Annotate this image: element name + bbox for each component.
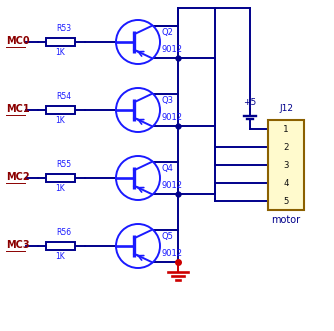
Text: MC2: MC2	[6, 172, 30, 182]
Text: MC0: MC0	[6, 36, 30, 46]
Text: J12: J12	[279, 104, 293, 113]
Bar	[46, 242, 75, 250]
Text: Q4: Q4	[162, 164, 174, 173]
Text: Q3: Q3	[162, 96, 174, 105]
Text: MC3: MC3	[6, 240, 30, 250]
Text: 9012: 9012	[162, 113, 183, 122]
Text: 1K: 1K	[56, 48, 65, 57]
Text: 2: 2	[283, 143, 289, 152]
Bar	[46, 106, 75, 114]
Text: motor: motor	[272, 215, 301, 225]
Text: 5: 5	[283, 197, 289, 206]
Circle shape	[116, 20, 160, 64]
Bar	[46, 38, 75, 46]
Text: 4: 4	[283, 178, 289, 187]
Text: 9012: 9012	[162, 45, 183, 54]
Circle shape	[116, 88, 160, 132]
Text: 9012: 9012	[162, 181, 183, 190]
Text: +5: +5	[243, 98, 257, 107]
Text: 3: 3	[283, 161, 289, 169]
Text: 1K: 1K	[56, 116, 65, 125]
Bar	[268, 120, 304, 210]
Text: R54: R54	[56, 92, 71, 101]
Text: 1K: 1K	[56, 252, 65, 261]
Text: R55: R55	[56, 160, 71, 169]
Text: R56: R56	[56, 228, 71, 237]
Text: 1K: 1K	[56, 184, 65, 193]
Text: Q2: Q2	[162, 28, 174, 37]
Circle shape	[116, 224, 160, 268]
Text: 1: 1	[283, 124, 289, 133]
Text: Q5: Q5	[162, 232, 174, 241]
Bar	[46, 174, 75, 182]
Text: R53: R53	[56, 24, 71, 33]
Text: MC1: MC1	[6, 104, 30, 114]
Circle shape	[116, 156, 160, 200]
Text: 9012: 9012	[162, 249, 183, 258]
